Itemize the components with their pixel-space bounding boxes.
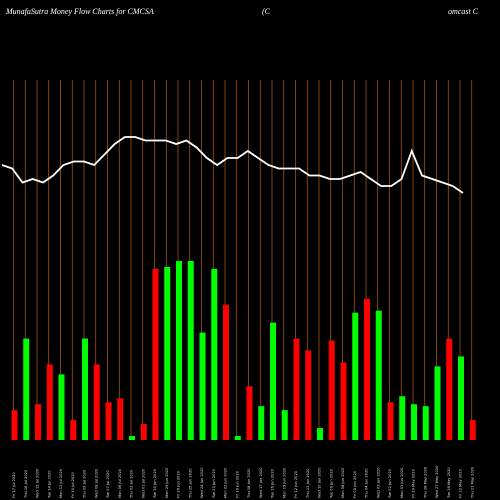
bar	[46, 364, 53, 440]
x-tick-label: Wed 15 Jul 2020	[36, 468, 40, 498]
bar	[211, 268, 218, 440]
x-tick-label: Tue 23 Jun 2020	[212, 468, 216, 499]
x-tick-label: Thu 25 Jun 2020	[188, 468, 192, 499]
x-tick-label: Tue 14 Jul 2020	[47, 470, 51, 499]
bar	[352, 312, 359, 440]
x-tick-label: Mon 13 Jul 2020	[59, 468, 63, 498]
bar	[364, 298, 370, 440]
x-tick-labels: Fri 17 Jul 2020 Thu 16 Jul 2020 Wed 15 Jul…	[12, 465, 474, 499]
x-tick-label: Mon 29 Jun 2020	[165, 467, 169, 498]
x-tick-label: Mon 06 Jul 2020	[118, 468, 122, 498]
bar	[199, 332, 206, 440]
bar	[305, 350, 312, 440]
x-tick-label: Fri 29 May 2020	[412, 468, 416, 498]
bar	[234, 436, 241, 440]
x-tick-label: Fri 10 Jul 2020	[71, 472, 75, 498]
x-tick-label: Fri 05 Jun 2020	[353, 470, 357, 498]
x-tick-label: Tue 26 May 2020	[447, 467, 451, 499]
x-tick-label: Mon 15 Jun 2020	[282, 467, 286, 498]
bar	[117, 398, 124, 440]
bar	[11, 410, 18, 440]
grid-lines	[13, 80, 473, 440]
x-tick-label: Wed 08 Jul 2020	[94, 468, 98, 498]
bar	[164, 266, 171, 440]
x-tick-label: Thu 02 Jul 2020	[130, 469, 134, 499]
chart-subtitle-left: (C	[262, 7, 271, 16]
x-tick-label: Wed 24 Jun 2020	[200, 467, 204, 498]
chart-title: MunafaSutra Money Flow Charts for CMCSA	[5, 7, 154, 16]
x-tick-label: Mon 01 Jun 2020	[400, 467, 404, 498]
x-tick-label: Thu 18 Jun 2020	[247, 468, 251, 499]
bar	[375, 310, 382, 440]
bar	[281, 410, 288, 440]
x-tick-label: Fri 12 Jun 2020	[294, 470, 298, 498]
x-tick-label: Wed 10 Jun 2020	[318, 467, 322, 498]
x-tick-label: Thu 04 Jun 2020	[365, 468, 369, 499]
x-tick-label: Tue 09 Jun 2020	[329, 468, 333, 499]
bar	[399, 396, 406, 440]
bar	[434, 366, 441, 440]
x-tick-label: Tue 16 Jun 2020	[271, 468, 275, 499]
x-tick-label: Thu 28 May 2020	[423, 466, 427, 499]
x-tick-label: Thu 21 May 2020	[470, 466, 474, 499]
bar	[411, 404, 417, 440]
bar	[176, 260, 182, 440]
x-tick-label: Tue 07 Jul 2020	[106, 470, 110, 499]
bar	[129, 436, 135, 440]
x-tick-label: Fri 22 May 2020	[459, 468, 463, 498]
bar	[458, 356, 464, 440]
x-tick-label: Mon 08 Jun 2020	[341, 467, 345, 498]
bar	[328, 340, 335, 440]
bar	[82, 338, 88, 440]
x-tick-label: Thu 11 Jun 2020	[306, 468, 310, 499]
bar	[246, 386, 253, 440]
bar	[152, 268, 159, 440]
x-tick-label: Fri 19 Jun 2020	[235, 470, 239, 498]
bar	[58, 374, 65, 440]
bar	[140, 424, 147, 440]
x-tick-label: Wed 03 Jun 2020	[376, 467, 380, 498]
bar	[187, 260, 194, 440]
x-tick-label: Fri 17 Jul 2020	[12, 472, 16, 498]
x-tick-label: Tue 02 Jun 2020	[388, 468, 392, 499]
bar	[93, 364, 100, 440]
price-line	[1, 136, 464, 194]
bar	[317, 428, 323, 440]
x-tick-label: Thu 09 Jul 2020	[83, 469, 87, 499]
bar	[340, 362, 347, 440]
bar	[223, 304, 229, 440]
bar	[258, 406, 265, 440]
bar	[387, 402, 394, 440]
x-tick-label: Tue 30 Jun 2020	[153, 468, 157, 499]
x-tick-label: Wed 27 May 2020	[435, 465, 439, 498]
bar	[35, 404, 41, 440]
x-tick-label: Wed 01 Jul 2020	[141, 468, 145, 498]
bar	[469, 420, 476, 440]
bar-series	[11, 260, 476, 440]
x-tick-label: Wed 17 Jun 2020	[259, 467, 263, 498]
bar	[422, 406, 429, 440]
x-tick-label: Fri 26 Jun 2020	[177, 470, 181, 498]
bar	[105, 402, 112, 440]
bar	[70, 420, 77, 440]
bar	[293, 338, 300, 440]
price-line-series	[1, 136, 464, 194]
x-tick-label: Mon 22 Jun 2020	[224, 467, 228, 498]
chart-subtitle-right: omcast C	[448, 7, 479, 16]
x-tick-label: Thu 16 Jul 2020	[24, 469, 28, 499]
bar	[446, 338, 453, 440]
bar	[23, 338, 30, 440]
bar	[270, 322, 276, 440]
